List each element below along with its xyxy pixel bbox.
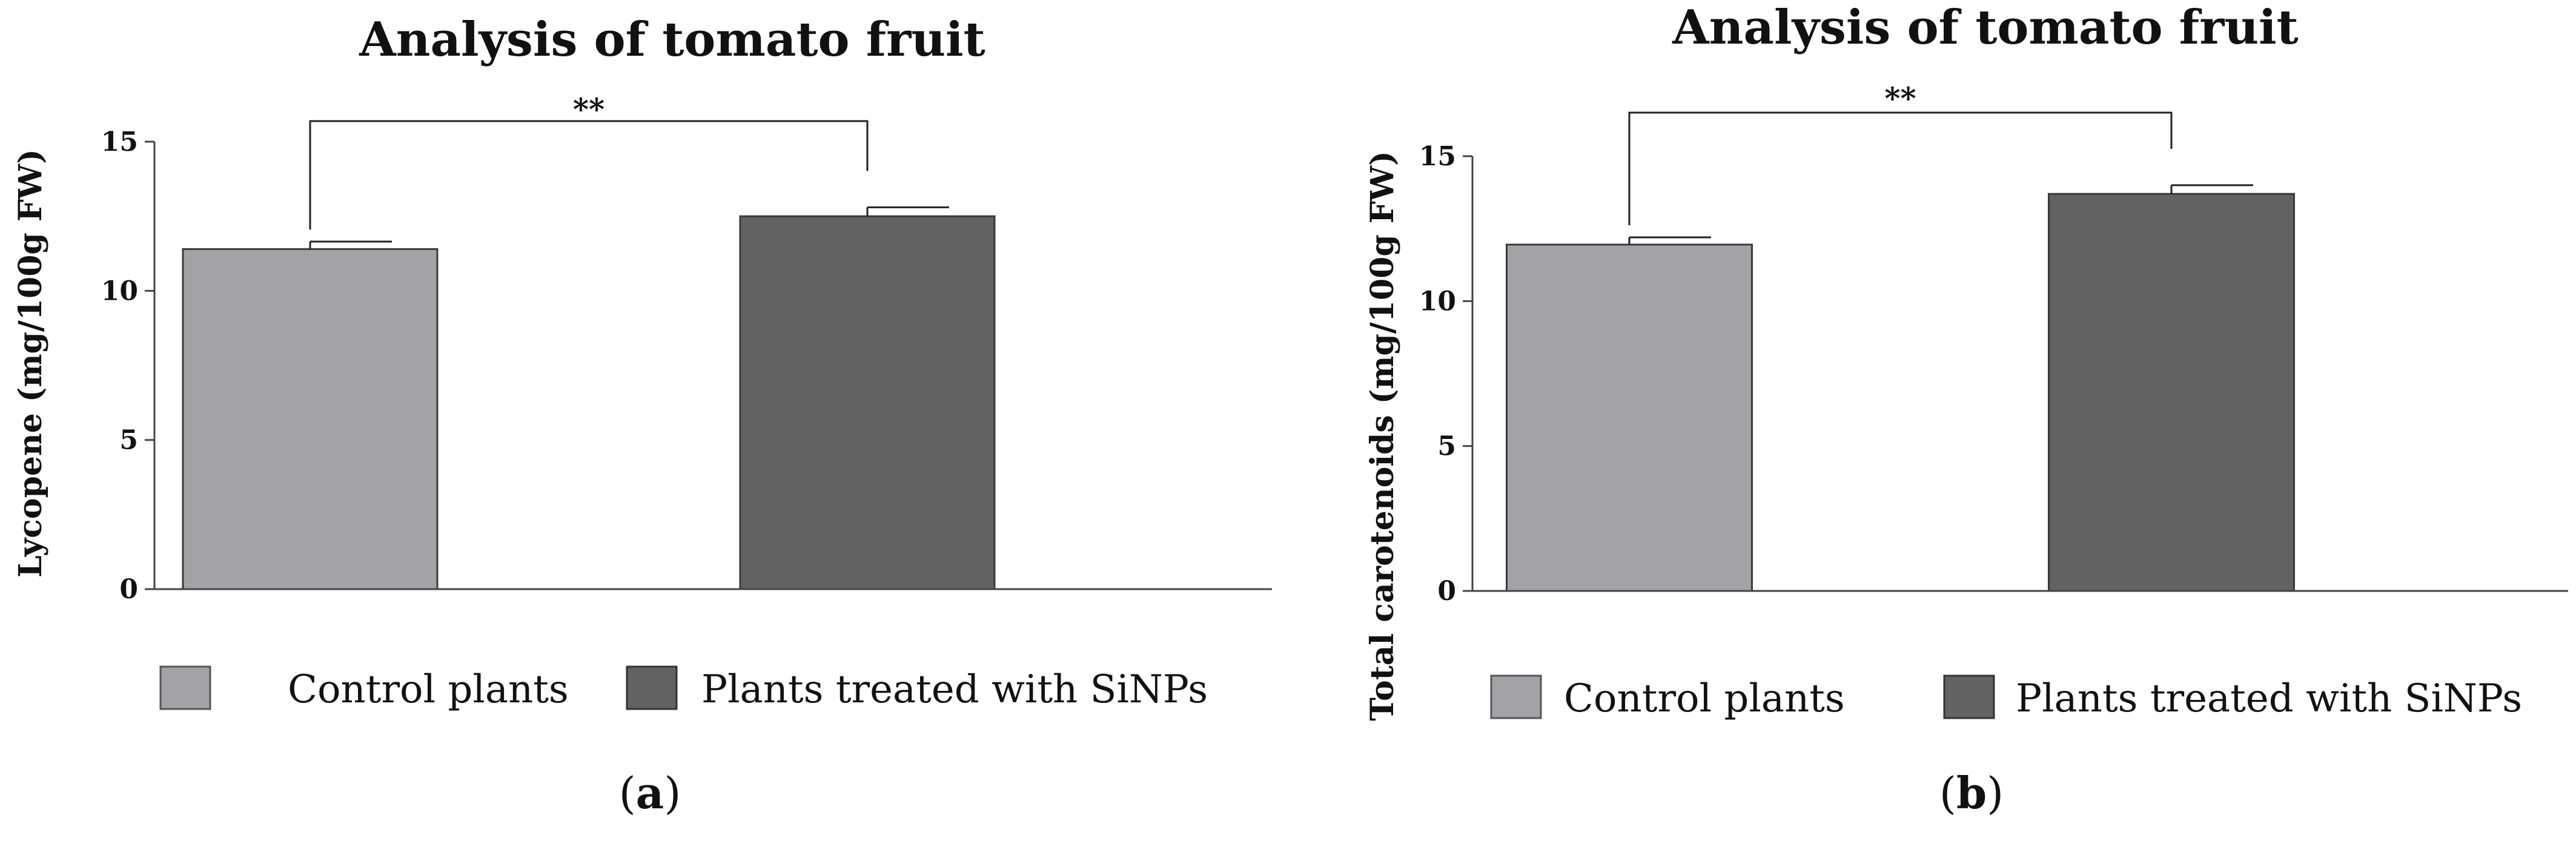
chart-b-legend-swatch-control	[1490, 674, 1542, 719]
chart-b-y-tick-label: 0	[1437, 576, 1456, 607]
chart-a-legend-label-control: Control plants	[288, 667, 569, 712]
chart-b-ylabel: Total carotenoids (mg/100g FW)	[1364, 151, 1401, 721]
chart-a-bars	[182, 206, 996, 590]
chart-a-bar-control	[182, 248, 439, 590]
chart-a-y-tick-label: 15	[101, 127, 138, 157]
chart-a-y-tick-label: 10	[101, 275, 138, 306]
chart-b-y-tick-label: 15	[1419, 141, 1456, 172]
chart-b-title: Analysis of tomato fruit	[1672, 0, 2298, 55]
chart-b-bar-control	[1506, 243, 1753, 592]
chart-b-significance: **	[1884, 81, 1916, 116]
chart-a: Analysis of tomato fruit Lycopene (mg/10…	[12, 12, 1272, 819]
chart-a-y-tick-label: 5	[119, 425, 138, 456]
chart-a-legend-label-sinps: Plants treated with SiNPs	[701, 667, 1208, 712]
chart-a-title: Analysis of tomato fruit	[359, 12, 985, 67]
chart-a-y-ticks: 0 5 10 15	[101, 127, 154, 605]
chart-a-ylabel: Lycopene (mg/100g FW)	[12, 149, 49, 578]
chart-b-bar-sinps	[2048, 193, 2295, 592]
chart-b-bars	[1506, 184, 2295, 592]
chart-a-bar-sinps	[739, 215, 996, 590]
chart-a-legend-swatch-sinps	[626, 665, 678, 710]
chart-a-legend-swatch-control	[159, 665, 211, 710]
chart-a-significance-bracket	[309, 120, 869, 230]
chart-b-panel-label: (b)	[1939, 767, 2004, 819]
chart-b-legend-label-sinps: Plants treated with SiNPs	[2016, 676, 2522, 721]
chart-b-axes	[1471, 111, 2568, 592]
chart-b-y-tick-label: 5	[1437, 431, 1456, 462]
chart-a-axes	[153, 120, 1272, 590]
chart-a-significance: **	[573, 91, 604, 127]
chart-b-legend-swatch-sinps	[1943, 674, 1995, 719]
chart-b-legend-label-control: Control plants	[1564, 676, 1845, 721]
chart-a-panel-label: (a)	[619, 767, 681, 819]
chart-b-significance-bracket	[1628, 111, 2173, 226]
chart-b-y-tick-label: 10	[1419, 286, 1456, 317]
chart-b: Analysis of tomato fruit Total carotenoi…	[1364, 0, 2568, 819]
chart-b-y-ticks: 0 5 10 15	[1419, 141, 1472, 607]
chart-a-y-tick-label: 0	[119, 574, 138, 605]
